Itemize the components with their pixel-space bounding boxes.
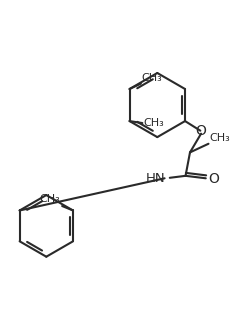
Text: HN: HN <box>146 172 166 185</box>
Text: CH₃: CH₃ <box>143 118 164 128</box>
Text: O: O <box>196 125 207 139</box>
Text: CH₃: CH₃ <box>39 194 60 204</box>
Text: CH₃: CH₃ <box>142 73 163 83</box>
Text: O: O <box>208 172 219 186</box>
Text: CH₃: CH₃ <box>210 133 230 142</box>
